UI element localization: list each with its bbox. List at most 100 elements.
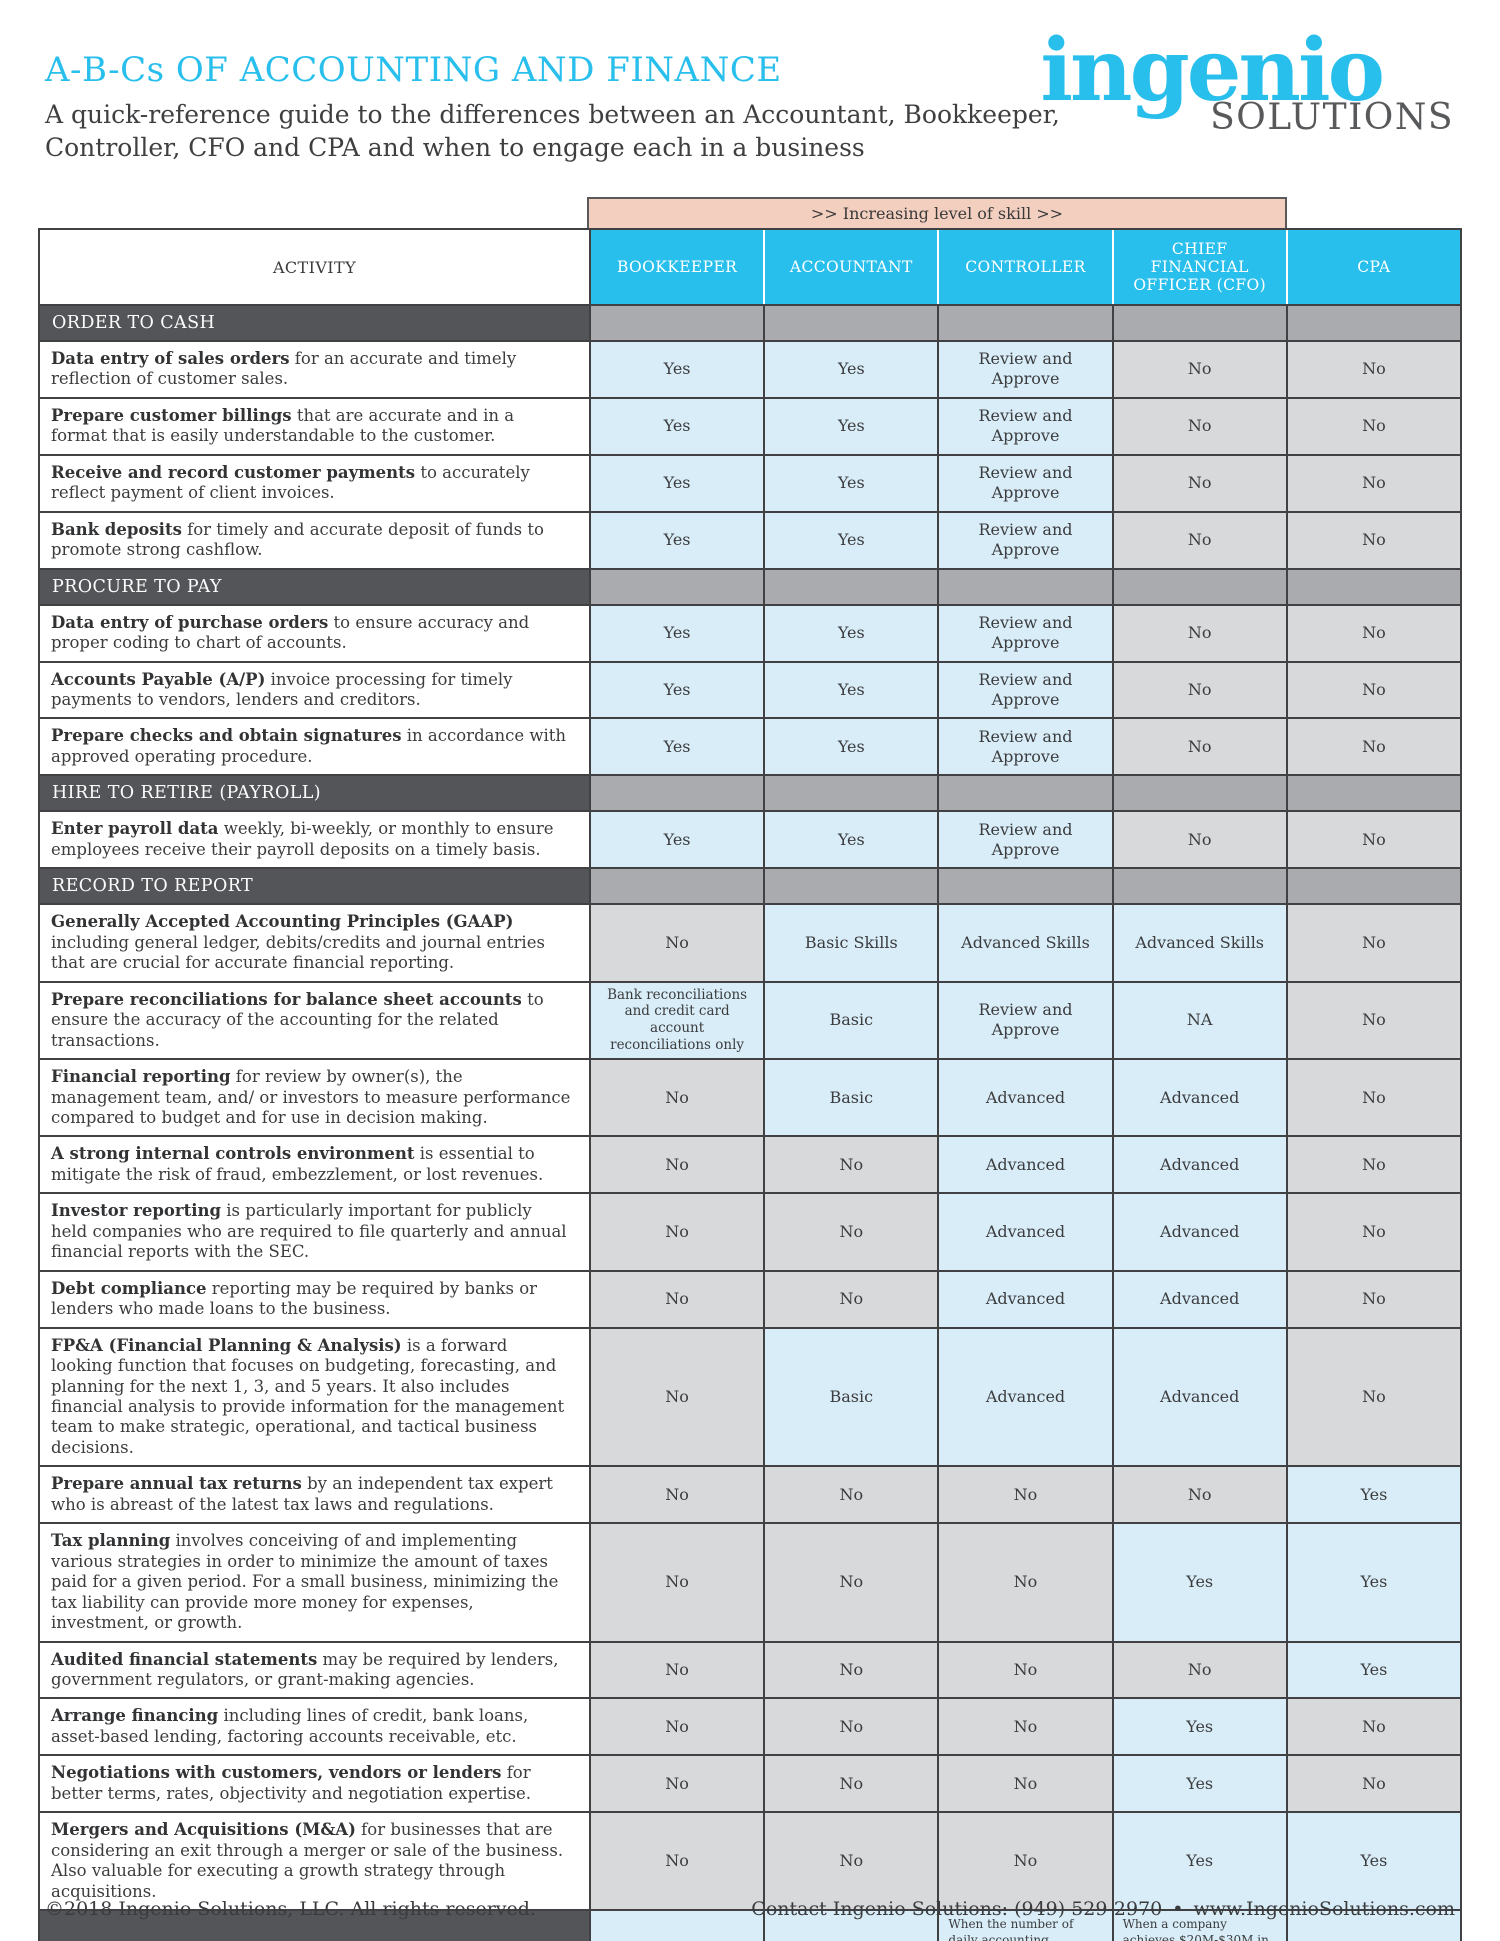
value-cell-cpa: No <box>1285 455 1460 511</box>
value-cell-cfo: Advanced <box>1111 1194 1286 1270</box>
activity-bold-text: Accounts Payable (A/P) <box>51 669 266 689</box>
subtitle-line-1: A quick-reference guide to the differenc… <box>45 100 1060 129</box>
activity-description: for an accurate and timely reflection of… <box>51 349 517 389</box>
value-cell-bookkeeper: No <box>589 1813 764 1910</box>
activity-bold-text: Financial reporting <box>51 1067 231 1087</box>
value-cell-accountant: Yes <box>763 342 938 397</box>
activity-cell: Data entry of purchase orders to ensure … <box>40 605 589 661</box>
copyright-text: ©2018 Ingenio Solutions, LLC. All rights… <box>45 1898 536 1920</box>
activity-cell: Negotiations with customers, vendors or … <box>40 1756 589 1812</box>
column-header-bookkeeper: BOOKKEEPER <box>589 230 764 304</box>
activity-description: that are accurate and in a format that i… <box>51 405 515 446</box>
value-cell-controller: No <box>937 1642 1112 1698</box>
section-filler-cfo <box>1111 869 1286 904</box>
activity-bold-text: Arrange financing <box>51 1706 219 1726</box>
activity-description: including general ledger, debits/credits… <box>51 932 545 973</box>
section-filler-cfo <box>1111 569 1286 604</box>
value-cell-bookkeeper: Bank reconciliations and credit card acc… <box>589 982 764 1059</box>
value-cell-accountant: Yes <box>763 812 938 868</box>
activity-description: is essential to mitigate the risk of fra… <box>51 1144 544 1184</box>
value-cell-cfo: Yes <box>1111 1756 1286 1812</box>
value-cell-accountant: Basic <box>763 1328 938 1466</box>
value-cell-cfo: Advanced <box>1111 1137 1286 1193</box>
value-cell-cpa: Yes <box>1285 1524 1460 1641</box>
table-row: Receive and record customer payments to … <box>40 453 1460 511</box>
activity-bold-text: Prepare annual tax returns <box>51 1474 302 1494</box>
value-cell-bookkeeper: No <box>589 1699 764 1755</box>
value-cell-cfo: No <box>1111 662 1286 718</box>
value-cell-controller: Review and Approve <box>937 398 1112 454</box>
activity-description: for businesses that are considering an e… <box>51 1820 564 1901</box>
section-filler-controller <box>937 776 1112 811</box>
value-cell-controller: Advanced <box>937 1137 1112 1193</box>
value-cell-cpa: Yes <box>1285 1467 1460 1523</box>
value-cell-cfo: NA <box>1111 982 1286 1059</box>
activity-bold-text: Enter payroll data <box>51 819 219 839</box>
value-cell-controller: Review and Approve <box>937 719 1112 775</box>
column-header-cpa: CPA <box>1285 230 1460 304</box>
value-cell-cfo: Yes <box>1111 1699 1286 1755</box>
value-cell-accountant: No <box>763 1194 938 1270</box>
section-label: RECORD TO REPORT <box>40 869 589 904</box>
value-cell-cfo: No <box>1111 342 1286 397</box>
activity-bold-text: FP&A (Financial Planning & Analysis) <box>51 1335 402 1355</box>
value-cell-cfo: No <box>1111 1642 1286 1698</box>
table-row: A strong internal controls environment i… <box>40 1135 1460 1193</box>
section-filler-controller <box>937 569 1112 604</box>
table-row: FP&A (Financial Planning & Analysis) is … <box>40 1326 1460 1466</box>
activity-cell: Tax planning involves conceiving of and … <box>40 1524 589 1641</box>
value-cell-bookkeeper: No <box>589 1328 764 1466</box>
column-header-cfo: CHIEF FINANCIAL OFFICER (CFO) <box>1111 230 1286 304</box>
value-cell-bookkeeper: Yes <box>589 398 764 454</box>
activity-cell: Bank deposits for timely and accurate de… <box>40 512 589 568</box>
section-filler-cpa <box>1285 306 1460 340</box>
value-cell-controller: Review and Approve <box>937 605 1112 661</box>
table-row: Debt compliance reporting may be require… <box>40 1269 1460 1327</box>
value-cell-controller: Advanced <box>937 1060 1112 1136</box>
value-cell-bookkeeper: No <box>589 1642 764 1698</box>
activity-cell: Enter payroll data weekly, bi-weekly, or… <box>40 812 589 868</box>
value-cell-controller: Review and Approve <box>937 342 1112 397</box>
value-cell-controller: No <box>937 1524 1112 1641</box>
activity-cell: Data entry of sales orders for an accura… <box>40 342 589 397</box>
activity-cell: Mergers and Acquisitions (M&A) for busin… <box>40 1813 589 1910</box>
table-row: Financial reporting for review by owner(… <box>40 1058 1460 1136</box>
value-cell-accountant: Yes <box>763 662 938 718</box>
value-cell-cpa: No <box>1285 905 1460 981</box>
value-cell-bookkeeper: No <box>589 1194 764 1270</box>
activity-description: to ensure accuracy and proper coding to … <box>51 612 530 653</box>
activity-bold-text: Bank deposits <box>51 519 182 539</box>
value-cell-accountant: Basic <box>763 982 938 1059</box>
value-cell-bookkeeper: Yes <box>589 512 764 568</box>
value-cell-accountant: No <box>763 1699 938 1755</box>
section-row: HIRE TO RETIRE (PAYROLL) <box>40 774 1460 811</box>
activity-cell: Prepare customer billings that are accur… <box>40 398 589 454</box>
value-cell-cpa: No <box>1285 812 1460 868</box>
value-cell-bookkeeper: Yes <box>589 812 764 868</box>
value-cell-bookkeeper: Yes <box>589 455 764 511</box>
logo-wordmark: ingenio <box>1040 20 1385 121</box>
info-row: WHEN TO HIREAccounting transaction volum… <box>40 1909 1460 1941</box>
column-header-accountant: ACCOUNTANT <box>763 230 938 304</box>
value-cell-cfo: No <box>1111 605 1286 661</box>
subtitle-line-2: Controller, CFO and CPA and when to enga… <box>45 133 865 162</box>
value-cell-cfo: When a company achieves $20M-$30M in sal… <box>1111 1911 1286 1941</box>
value-cell-bookkeeper: Yes <box>589 719 764 775</box>
section-filler-bookkeeper <box>589 776 764 811</box>
value-cell-bookkeeper: Yes <box>589 605 764 661</box>
value-cell-accountant: No <box>763 1467 938 1523</box>
section-filler-accountant <box>763 306 938 340</box>
column-header-activity: ACTIVITY <box>40 230 589 304</box>
value-cell-accountant: Yes <box>763 605 938 661</box>
activity-description: for better terms, rates, objectivity and… <box>51 1763 532 1803</box>
value-cell-controller: Review and Approve <box>937 982 1112 1059</box>
value-cell-bookkeeper: No <box>589 1467 764 1523</box>
activity-description: for timely and accurate deposit of funds… <box>51 519 544 560</box>
value-cell-cpa: No <box>1285 342 1460 397</box>
section-filler-cpa <box>1285 869 1460 904</box>
section-filler-controller <box>937 869 1112 904</box>
activity-description: is a forward looking function that focus… <box>51 1335 565 1457</box>
activity-cell: Prepare annual tax returns by an indepen… <box>40 1467 589 1523</box>
table-row: Investor reporting is particularly impor… <box>40 1192 1460 1270</box>
